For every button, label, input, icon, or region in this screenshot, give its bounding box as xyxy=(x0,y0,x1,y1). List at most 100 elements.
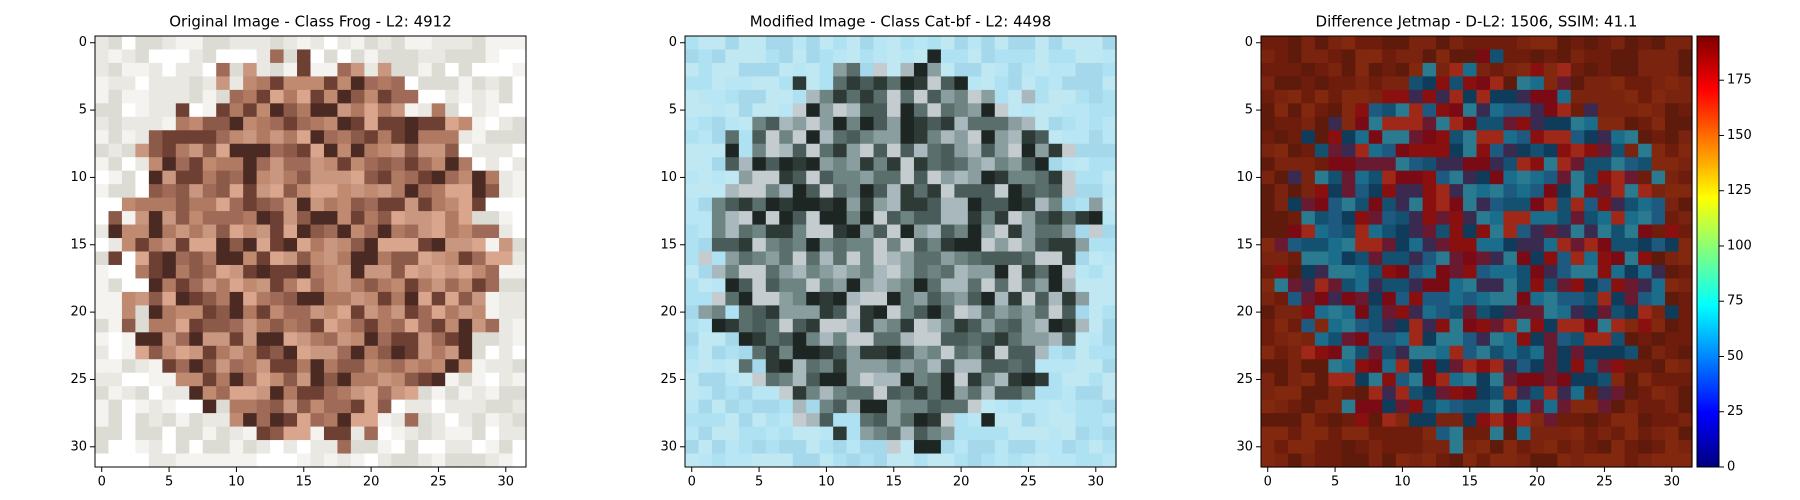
pixel xyxy=(499,345,514,360)
pixel xyxy=(1530,413,1545,428)
pixel xyxy=(175,170,190,185)
pixel xyxy=(873,291,888,306)
pixel xyxy=(685,345,700,360)
pixel xyxy=(1449,116,1464,131)
x-tick-label: 30 xyxy=(1664,475,1681,490)
pixel xyxy=(256,103,271,118)
pixel xyxy=(1665,76,1680,91)
pixel xyxy=(485,278,500,293)
pixel xyxy=(994,62,1009,78)
pixel xyxy=(445,332,460,347)
pixel xyxy=(377,211,392,226)
pixel xyxy=(472,170,487,185)
pixel xyxy=(967,386,982,401)
pixel xyxy=(323,157,339,172)
pixel xyxy=(472,238,487,253)
panel-title: Original Image - Class Frog - L2: 4912 xyxy=(169,13,452,31)
pixel xyxy=(940,399,955,414)
pixel xyxy=(954,197,969,212)
pixel xyxy=(108,426,123,441)
pixel xyxy=(981,49,996,64)
pixel xyxy=(135,211,150,226)
pixel xyxy=(121,440,137,455)
pixel xyxy=(967,116,982,131)
pixel xyxy=(1463,318,1478,333)
pixel xyxy=(162,103,177,118)
pixel xyxy=(711,170,727,185)
pixel xyxy=(1301,372,1316,387)
pixel xyxy=(1062,413,1077,428)
pixel xyxy=(1503,305,1518,320)
pixel xyxy=(1382,197,1397,212)
pixel xyxy=(431,157,446,172)
pixel xyxy=(806,291,821,306)
pixel xyxy=(458,372,473,387)
pixel xyxy=(698,345,713,360)
pixel xyxy=(135,372,150,387)
pixel xyxy=(752,413,767,428)
pixel xyxy=(108,453,123,468)
pixel xyxy=(512,130,527,145)
pixel xyxy=(900,305,915,320)
pixel xyxy=(1328,305,1343,320)
pixel xyxy=(927,359,942,374)
pixel xyxy=(1449,49,1464,64)
pixel xyxy=(1489,251,1505,266)
pixel xyxy=(1570,143,1585,158)
pixel xyxy=(685,184,700,199)
pixel xyxy=(1463,103,1478,118)
pixel xyxy=(485,76,500,91)
pixel xyxy=(1089,291,1104,306)
pixel xyxy=(1075,413,1090,428)
pixel xyxy=(1597,224,1612,239)
pixel xyxy=(913,170,929,185)
pixel xyxy=(738,238,753,253)
pixel xyxy=(1409,62,1424,78)
pixel xyxy=(1035,130,1050,145)
pixel xyxy=(1584,224,1599,239)
pixel xyxy=(1476,453,1491,468)
pixel xyxy=(1543,291,1558,306)
pixel xyxy=(189,211,204,226)
pixel xyxy=(1489,36,1505,51)
pixel xyxy=(1382,116,1397,131)
pixel xyxy=(927,238,942,253)
pixel xyxy=(95,426,110,441)
pixel xyxy=(711,36,727,51)
pixel xyxy=(1557,130,1572,145)
pixel xyxy=(725,440,740,455)
pixel xyxy=(1274,278,1289,293)
pixel xyxy=(256,413,271,428)
pixel xyxy=(270,116,285,131)
pixel xyxy=(779,238,794,253)
pixel xyxy=(216,372,231,387)
pixel xyxy=(1584,36,1599,51)
pixel xyxy=(954,157,969,172)
pixel xyxy=(1476,36,1491,51)
pixel xyxy=(121,305,137,320)
pixel xyxy=(364,76,379,91)
pixel xyxy=(1062,89,1077,104)
pixel xyxy=(1301,386,1316,401)
pixel xyxy=(1261,224,1276,239)
pixel xyxy=(846,130,861,145)
pixel xyxy=(1341,103,1356,118)
pixel xyxy=(310,251,325,266)
pixel xyxy=(1516,345,1531,360)
pixel xyxy=(377,426,392,441)
pixel xyxy=(162,440,177,455)
pixel xyxy=(431,305,446,320)
pixel xyxy=(1062,76,1077,91)
pixel xyxy=(1048,291,1063,306)
pixel xyxy=(1382,332,1397,347)
pixel xyxy=(1102,305,1117,320)
pixel xyxy=(1597,36,1612,51)
pixel xyxy=(216,332,231,347)
pixel xyxy=(364,453,379,468)
pixel xyxy=(162,238,177,253)
pixel xyxy=(1089,345,1104,360)
pixel xyxy=(833,318,848,333)
pixel xyxy=(135,278,150,293)
pixel xyxy=(1611,264,1626,280)
pixel xyxy=(1436,103,1451,118)
